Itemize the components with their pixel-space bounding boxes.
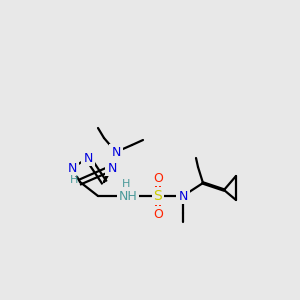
Text: N: N	[111, 146, 121, 158]
Text: N: N	[178, 190, 188, 202]
Text: N: N	[107, 161, 117, 175]
Text: O: O	[153, 172, 163, 184]
Text: NH: NH	[118, 190, 137, 202]
Text: H: H	[122, 179, 130, 189]
Text: N: N	[67, 161, 77, 175]
Text: O: O	[153, 208, 163, 220]
Text: H: H	[70, 175, 78, 185]
Text: N: N	[83, 152, 93, 164]
Text: S: S	[154, 189, 162, 203]
